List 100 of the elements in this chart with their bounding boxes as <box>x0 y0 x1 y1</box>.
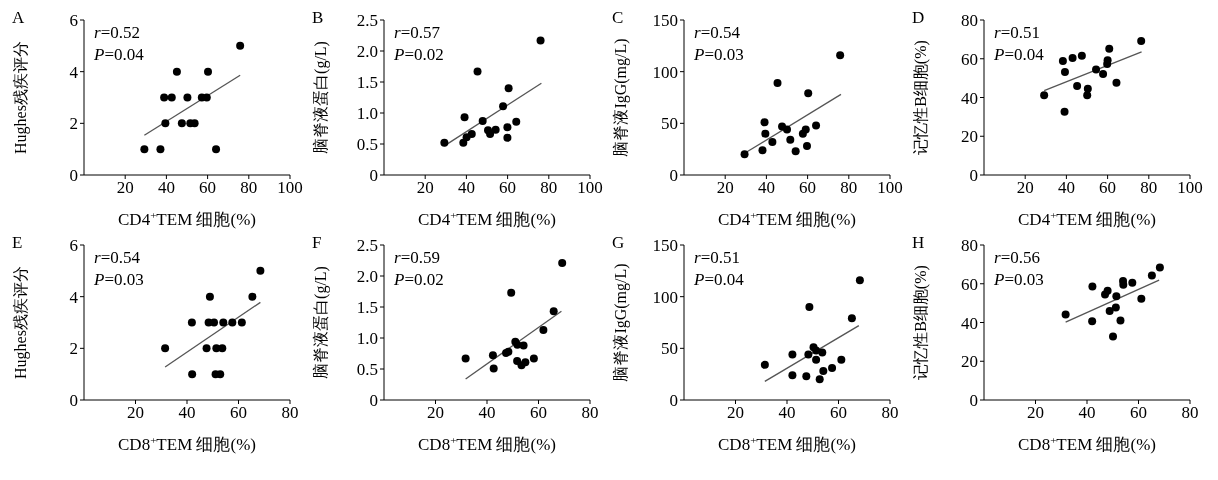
y-tick-label: 2.0 <box>356 42 378 62</box>
point <box>160 93 169 102</box>
annotation: r=0.56 <box>994 247 1041 269</box>
point <box>460 113 469 122</box>
x-axis-title: CD4$^{+}$TEM 细胞(%) <box>418 209 556 229</box>
annotation: r=0.52 <box>94 22 141 44</box>
point <box>216 370 225 379</box>
point <box>1111 303 1120 312</box>
y-tick-label: 40 <box>961 88 978 108</box>
point <box>802 142 811 151</box>
point <box>204 67 213 76</box>
y-tick-label: 0 <box>969 391 978 411</box>
x-axis-title: CD8$^{+}$TEM 细胞(%) <box>1018 434 1156 454</box>
y-tick-label: 0 <box>369 391 378 411</box>
point <box>773 79 782 88</box>
x-tick-label: 40 <box>778 403 796 423</box>
y-tick-label: 60 <box>961 49 978 69</box>
x-tick-label: 20 <box>727 403 744 423</box>
y-axis-title: Hughes残疾评分 <box>11 266 30 379</box>
point <box>818 348 827 357</box>
point <box>768 137 777 146</box>
x-tick-label: 60 <box>1130 403 1147 423</box>
chart-title: B <box>312 8 324 28</box>
annotation: P=0.04 <box>94 44 144 66</box>
point <box>248 292 257 301</box>
point <box>1060 107 1069 116</box>
point <box>519 341 528 350</box>
point <box>521 358 530 367</box>
x-tick-label: 40 <box>178 403 196 423</box>
x-axis-title: CD4$^{+}$TEM 细胞(%) <box>118 209 256 229</box>
point <box>1112 78 1121 87</box>
point <box>740 150 749 159</box>
point <box>161 119 170 128</box>
point <box>228 318 237 327</box>
x-axis-title: CD4$^{+}$TEM 细胞(%) <box>718 209 856 229</box>
y-tick-label: 0 <box>69 166 78 186</box>
point <box>1058 57 1067 66</box>
y-axis-title: 脑脊液IgG(mg/L) <box>611 263 630 382</box>
point <box>183 93 192 102</box>
x-axis-title: CD8$^{+}$TEM 细胞(%) <box>718 434 856 454</box>
y-tick-label: 150 <box>652 11 678 31</box>
point <box>187 318 196 327</box>
point <box>804 89 813 98</box>
x-tick-label: 20 <box>116 178 134 198</box>
y-axis-title: 记忆性B细胞(%) <box>911 265 930 380</box>
point <box>219 318 228 327</box>
y-tick-label: 20 <box>961 127 978 147</box>
x-tick-label: 20 <box>716 178 734 198</box>
y-tick-label: 2 <box>69 339 78 359</box>
point <box>1092 65 1101 74</box>
y-axis-title: 脑脊液蛋白(g/L) <box>311 41 330 154</box>
point <box>237 318 246 327</box>
chart-title: A <box>12 8 25 28</box>
y-axis-title: 脑脊液IgG(mg/L) <box>611 38 630 157</box>
x-tick-label: 80 <box>881 403 899 423</box>
point <box>1105 306 1114 315</box>
point <box>459 138 468 147</box>
point <box>847 314 856 323</box>
point <box>1128 278 1137 287</box>
y-tick-label: 0.5 <box>356 360 378 380</box>
point <box>512 117 521 126</box>
y-tick-label: 2.5 <box>356 11 378 31</box>
point <box>837 355 846 364</box>
y-tick-label: 0 <box>69 391 78 411</box>
y-tick-label: 2.0 <box>356 267 378 287</box>
x-tick-label: 100 <box>577 178 603 198</box>
point <box>1083 91 1092 100</box>
x-tick-label: 20 <box>1016 178 1034 198</box>
point <box>440 138 449 147</box>
point <box>486 130 495 139</box>
x-tick-label: 60 <box>499 178 517 198</box>
point <box>473 67 482 76</box>
point <box>760 360 769 369</box>
point <box>1060 68 1069 77</box>
x-tick-label: 40 <box>157 178 175 198</box>
y-tick-label: 0 <box>369 166 378 186</box>
x-axis-title: CD8$^{+}$TEM 细胞(%) <box>118 434 256 454</box>
annotation: P=0.02 <box>394 269 444 291</box>
point <box>805 303 814 311</box>
x-tick-label: 80 <box>540 178 558 198</box>
point <box>801 125 810 134</box>
y-tick-label: 80 <box>961 11 978 31</box>
chart-title: H <box>912 233 925 253</box>
point <box>489 364 498 373</box>
x-tick-label: 80 <box>581 403 599 423</box>
point <box>1147 271 1156 280</box>
y-tick-label: 1.5 <box>356 73 378 93</box>
point <box>140 145 149 154</box>
point <box>802 372 811 381</box>
y-tick-label: 60 <box>961 274 978 294</box>
x-tick-label: 60 <box>530 403 547 423</box>
point <box>202 344 211 353</box>
x-tick-label: 60 <box>799 178 817 198</box>
y-axis-title: Hughes残疾评分 <box>11 41 30 154</box>
point <box>836 51 845 60</box>
y-axis-title: 记忆性B细胞(%) <box>911 40 930 155</box>
annotation: P=0.03 <box>94 269 144 291</box>
point <box>815 375 824 384</box>
x-tick-label: 20 <box>427 403 444 423</box>
point <box>529 354 538 363</box>
